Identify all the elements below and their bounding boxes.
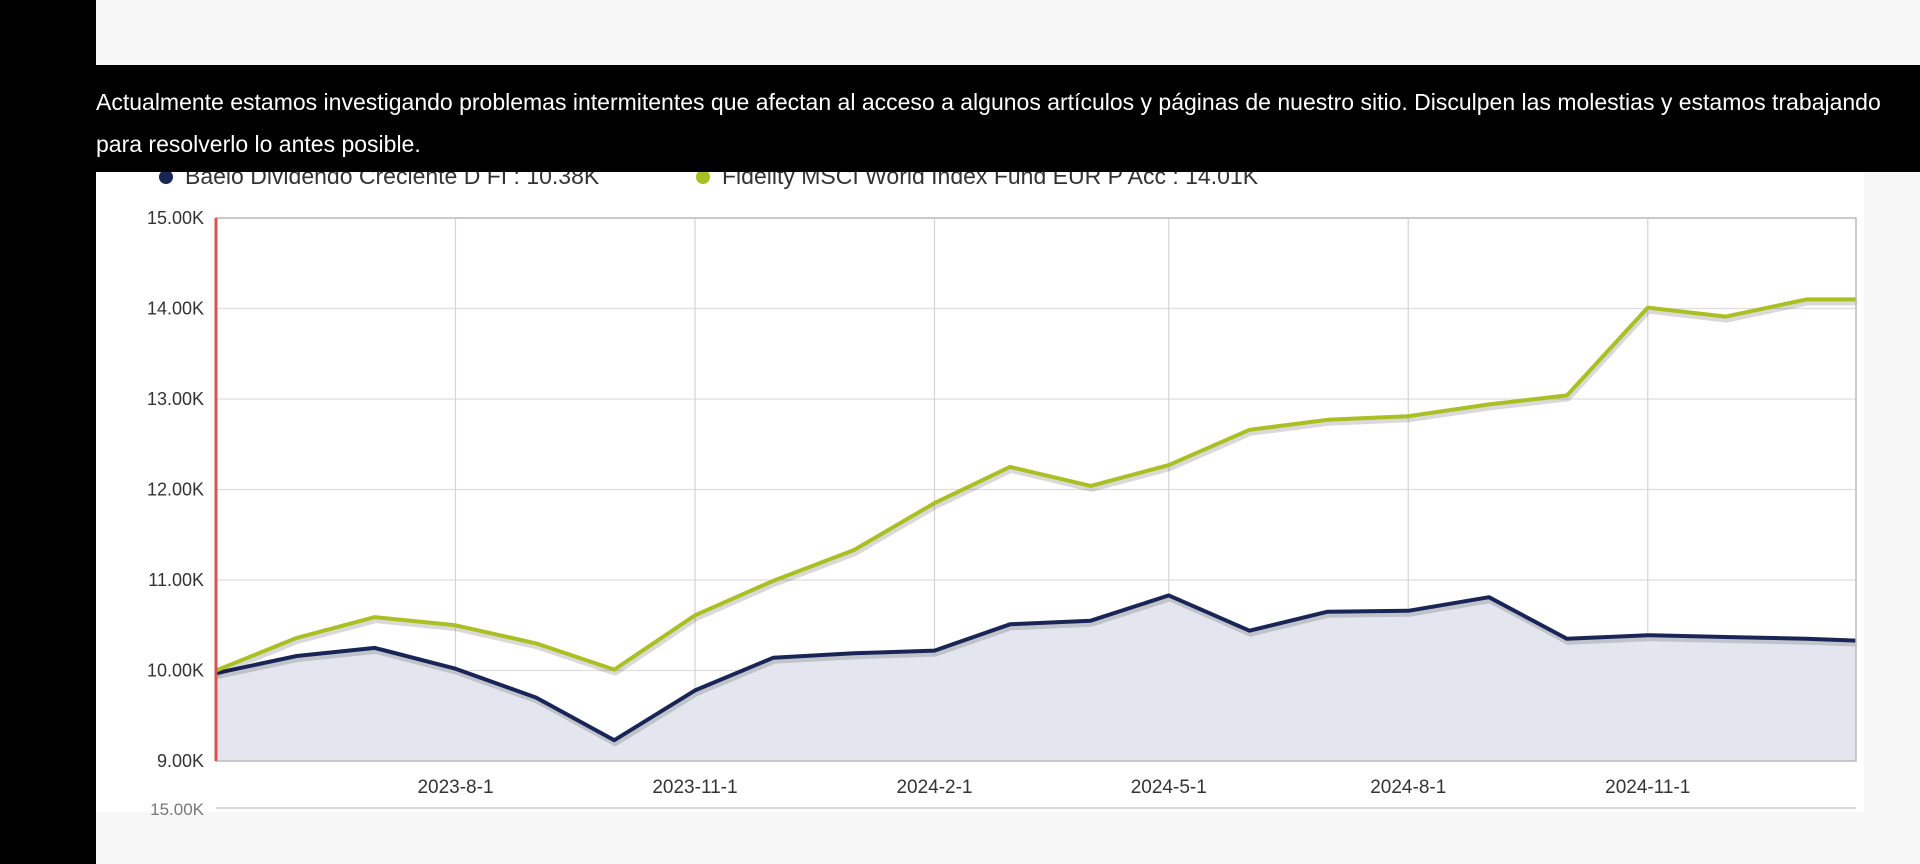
y-tick-labels: 9.00K 10.00K 11.00K 12.00K 13.00K 14.00K 15.00… — [147, 208, 204, 771]
frame-layer — [214, 217, 1857, 762]
legend-marker — [696, 170, 710, 184]
y-tick-label: 11.00K — [148, 570, 204, 590]
y-tick-label: 10.00K — [147, 661, 204, 681]
x-tick-label: 2023-8-1 — [417, 777, 493, 798]
line-layer — [215, 297, 1858, 747]
navigator-label: 15.00K — [150, 800, 205, 819]
x-tick-labels: 2023-8-1 2023-11-1 2024-2-1 2024-5-1 2024-8-… — [417, 777, 1690, 798]
series-line[interactable] — [215, 297, 1856, 673]
x-tick-label: 2024-2-1 — [896, 777, 972, 798]
area-fill — [216, 595, 1856, 761]
series-line[interactable] — [215, 593, 1857, 743]
x-tick-label: 2024-5-1 — [1131, 777, 1207, 798]
y-tick-label: 13.00K — [147, 389, 204, 409]
y-tick-label: 14.00K — [147, 299, 204, 319]
notice-banner: Actualmente estamos investigando problem… — [96, 65, 1920, 172]
legend-marker — [159, 170, 173, 184]
top-strip — [96, 0, 1920, 65]
y-tick-label: 12.00K — [147, 480, 204, 500]
series-shadow — [216, 595, 1858, 747]
navigator: 15.00K — [150, 800, 1856, 819]
y-tick-label: 9.00K — [157, 751, 204, 771]
left-black-bar — [0, 0, 96, 864]
x-tick-label: 2023-11-1 — [652, 777, 737, 798]
series-shadow — [215, 299, 1857, 677]
x-tick-label: 2024-11-1 — [1605, 777, 1690, 798]
area-layer — [216, 595, 1856, 761]
y-tick-label: 15.00K — [147, 208, 204, 228]
x-tick-label: 2024-8-1 — [1370, 777, 1446, 798]
notice-text: Actualmente estamos investigando problem… — [96, 89, 1881, 157]
